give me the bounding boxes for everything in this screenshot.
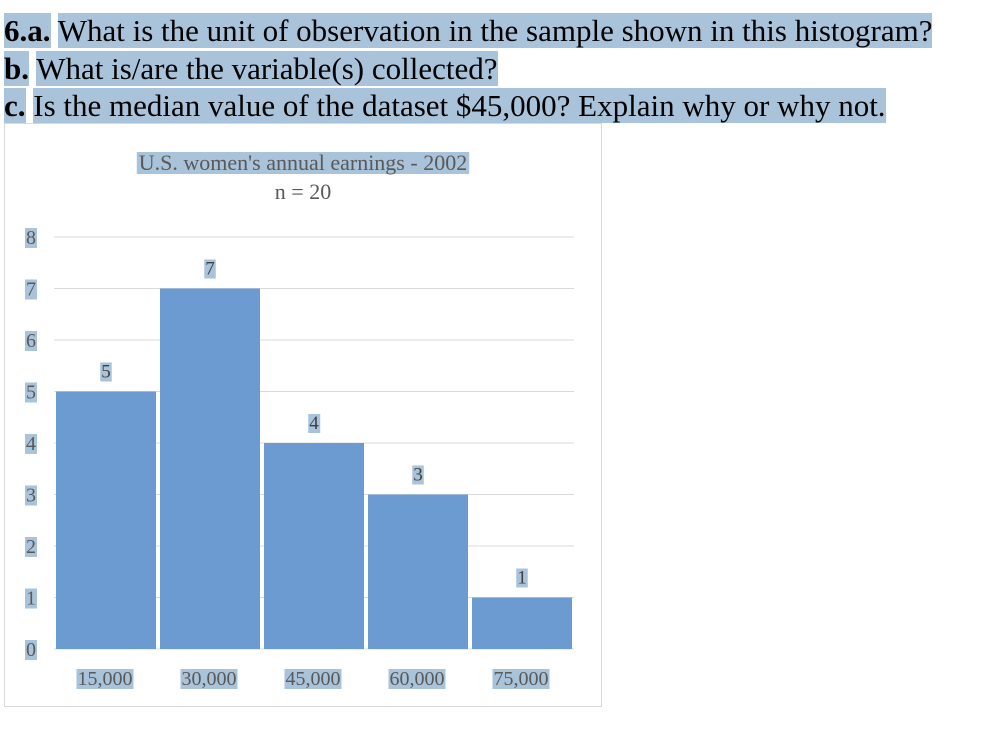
x-tick-highlight-75,000 bbox=[492, 669, 550, 689]
question-line-a: 6.a. What is the unit of observation in … bbox=[4, 13, 933, 49]
data-label-highlight-75,000 bbox=[516, 568, 528, 588]
y-tick-label-1: 1 bbox=[26, 588, 36, 610]
data-label-highlight-15,000 bbox=[100, 362, 112, 382]
y-tick-highlight-4 bbox=[25, 434, 37, 454]
bar-45,000 bbox=[264, 443, 364, 649]
data-label-highlight-60,000 bbox=[412, 465, 424, 485]
x-tick-label-45,000: 45,000 bbox=[286, 668, 341, 690]
chart-title: U.S. women's annual earnings - 2002 bbox=[139, 150, 467, 175]
chart-title-highlight bbox=[136, 152, 470, 174]
y-tick-label-6: 6 bbox=[26, 330, 36, 352]
y-tick-label-7: 7 bbox=[26, 279, 36, 301]
y-tick-highlight-8 bbox=[25, 228, 37, 248]
question-text-b: What is/are the variable(s) collected? bbox=[36, 51, 498, 86]
y-tick-highlight-7 bbox=[25, 279, 37, 300]
y-tick-highlight-1 bbox=[25, 588, 37, 609]
y-tick-highlight-0 bbox=[25, 640, 37, 660]
y-tick-label-5: 5 bbox=[26, 382, 36, 404]
y-tick-label-3: 3 bbox=[26, 485, 36, 507]
y-tick-highlight-2 bbox=[25, 537, 37, 557]
x-tick-label-60,000: 60,000 bbox=[390, 668, 445, 690]
data-label-highlight-30,000 bbox=[204, 259, 216, 279]
bar-30,000 bbox=[160, 288, 260, 649]
bar-15,000 bbox=[56, 391, 156, 649]
x-axis-ticks: 15,000 30,000 45,000 60,000 75,000 bbox=[76, 668, 550, 690]
data-label-75,000: 1 bbox=[517, 568, 527, 589]
y-tick-label-2: 2 bbox=[26, 536, 36, 558]
bar-60,000 bbox=[368, 494, 468, 649]
data-label-15,000: 5 bbox=[101, 362, 111, 383]
data-label-30,000: 7 bbox=[205, 259, 215, 280]
x-tick-highlight-45,000 bbox=[284, 669, 342, 689]
y-tick-highlight-5 bbox=[25, 382, 37, 403]
bar-75,000 bbox=[472, 597, 572, 649]
data-label-60,000: 3 bbox=[413, 465, 423, 486]
question-number-a: 6.a. bbox=[4, 13, 51, 48]
question-number-b: b. bbox=[4, 51, 29, 86]
histogram-svg: U.S. women's annual earnings - 2002 n = … bbox=[25, 150, 574, 690]
x-tick-highlight-30,000 bbox=[180, 669, 238, 689]
question-number-c: c. bbox=[4, 88, 26, 123]
x-tick-label-15,000: 15,000 bbox=[78, 668, 133, 690]
question-text-c: Is the median value of the dataset $45,0… bbox=[33, 88, 886, 123]
question-line-b: b. What is/are the variable(s) collected… bbox=[4, 51, 498, 87]
x-tick-label-30,000: 30,000 bbox=[182, 668, 237, 690]
chart-subtitle: n = 20 bbox=[275, 179, 331, 204]
data-label-45,000: 4 bbox=[309, 413, 319, 434]
data-label-highlight-45,000 bbox=[308, 414, 321, 433]
y-tick-highlight-6 bbox=[25, 331, 37, 351]
histogram-chart: U.S. women's annual earnings - 2002 n = … bbox=[4, 123, 602, 707]
x-tick-highlight-60,000 bbox=[388, 669, 446, 689]
x-tick-highlight-15,000 bbox=[76, 669, 134, 689]
y-tick-label-4: 4 bbox=[26, 433, 36, 455]
x-tick-label-75,000: 75,000 bbox=[494, 668, 549, 690]
y-axis-ticks: 0 1 2 3 4 5 6 7 8 bbox=[25, 227, 37, 661]
y-tick-label-0: 0 bbox=[26, 639, 36, 661]
y-tick-label-8: 8 bbox=[26, 227, 36, 249]
question-text-a: What is the unit of observation in the s… bbox=[57, 13, 933, 48]
data-labels: 5 7 4 3 1 bbox=[100, 259, 528, 589]
question-line-c: c. Is the median value of the dataset $4… bbox=[4, 88, 886, 124]
y-tick-highlight-3 bbox=[25, 485, 37, 506]
bars bbox=[56, 288, 572, 649]
